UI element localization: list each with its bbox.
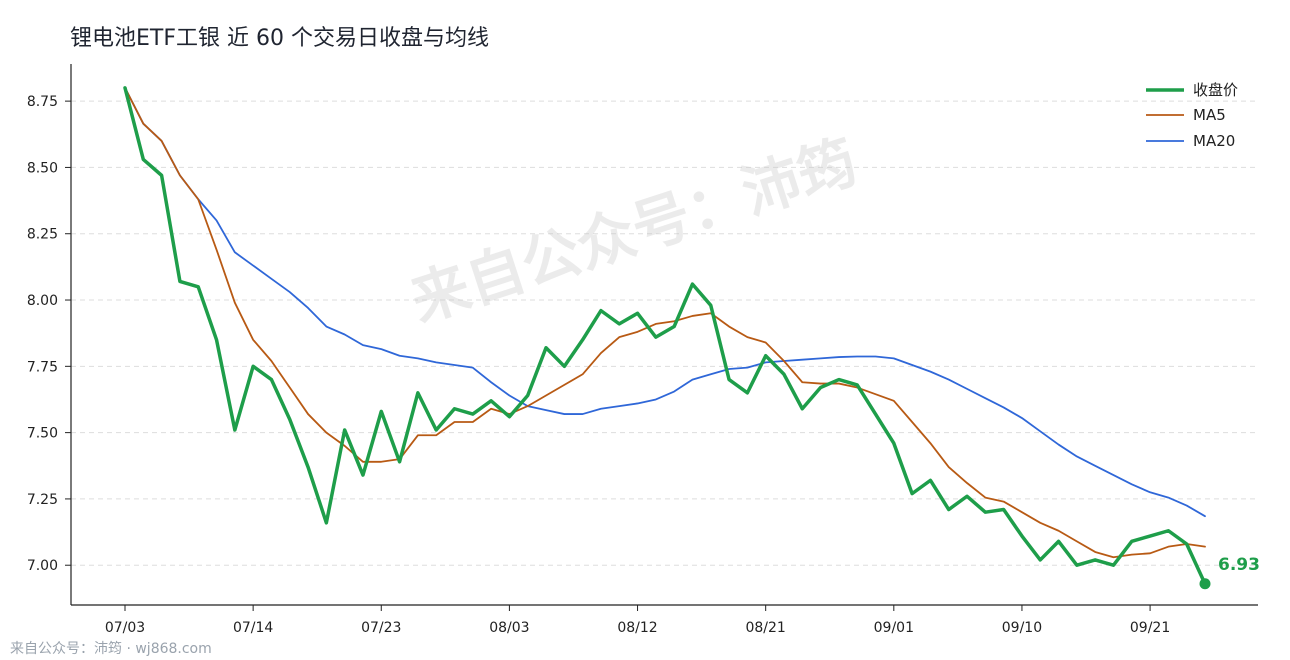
y-tick-label: 8.00 [27, 293, 58, 309]
x-tick-label: 09/01 [874, 620, 914, 636]
close-line [123, 86, 1207, 586]
y-tick-label: 7.00 [27, 558, 58, 574]
legend: 收盘价 MA5 MA20 [1146, 81, 1238, 150]
x-tick-label: 07/03 [105, 620, 145, 636]
ma20-line [124, 86, 1206, 518]
source-text: 来自公众号：沛筠 · wj868.com [10, 640, 212, 657]
x-ticks: 07/03 07/14 07/23 08/03 08/12 08/21 09/01 09/10… [105, 605, 1170, 636]
series-layer: 6.93 [123, 86, 1260, 590]
x-tick-label: 08/21 [745, 620, 785, 636]
y-tick-label: 8.75 [27, 94, 58, 110]
legend-label-ma20: MA20 [1193, 132, 1235, 150]
x-tick-label: 07/23 [361, 620, 401, 636]
y-tick-label: 7.25 [27, 492, 58, 508]
y-tick-label: 8.50 [27, 160, 58, 176]
x-tick-label: 07/14 [233, 620, 273, 636]
y-tick-label: 8.25 [27, 227, 58, 243]
x-tick-label: 08/03 [489, 620, 529, 636]
chart-title: 锂电池ETF工银 近 60 个交易日收盘与均线 [70, 26, 489, 51]
last-value-label: 6.93 [1218, 555, 1260, 575]
x-tick-label: 08/12 [617, 620, 657, 636]
axes [70, 64, 1258, 606]
x-tick-label: 09/10 [1002, 620, 1042, 636]
y-ticks: 7.00 7.25 7.50 7.75 8.00 8.25 8.50 8.75 [27, 94, 71, 574]
legend-label-ma5: MA5 [1193, 106, 1226, 124]
last-point-marker [1199, 578, 1211, 590]
y-tick-label: 7.75 [27, 359, 58, 375]
y-tick-label: 7.50 [27, 426, 58, 442]
x-tick-label: 09/21 [1130, 620, 1170, 636]
legend-label-close: 收盘价 [1193, 81, 1238, 99]
ma5-line [124, 86, 1206, 559]
watermark: 来自公众号：沛筠 [403, 127, 865, 335]
